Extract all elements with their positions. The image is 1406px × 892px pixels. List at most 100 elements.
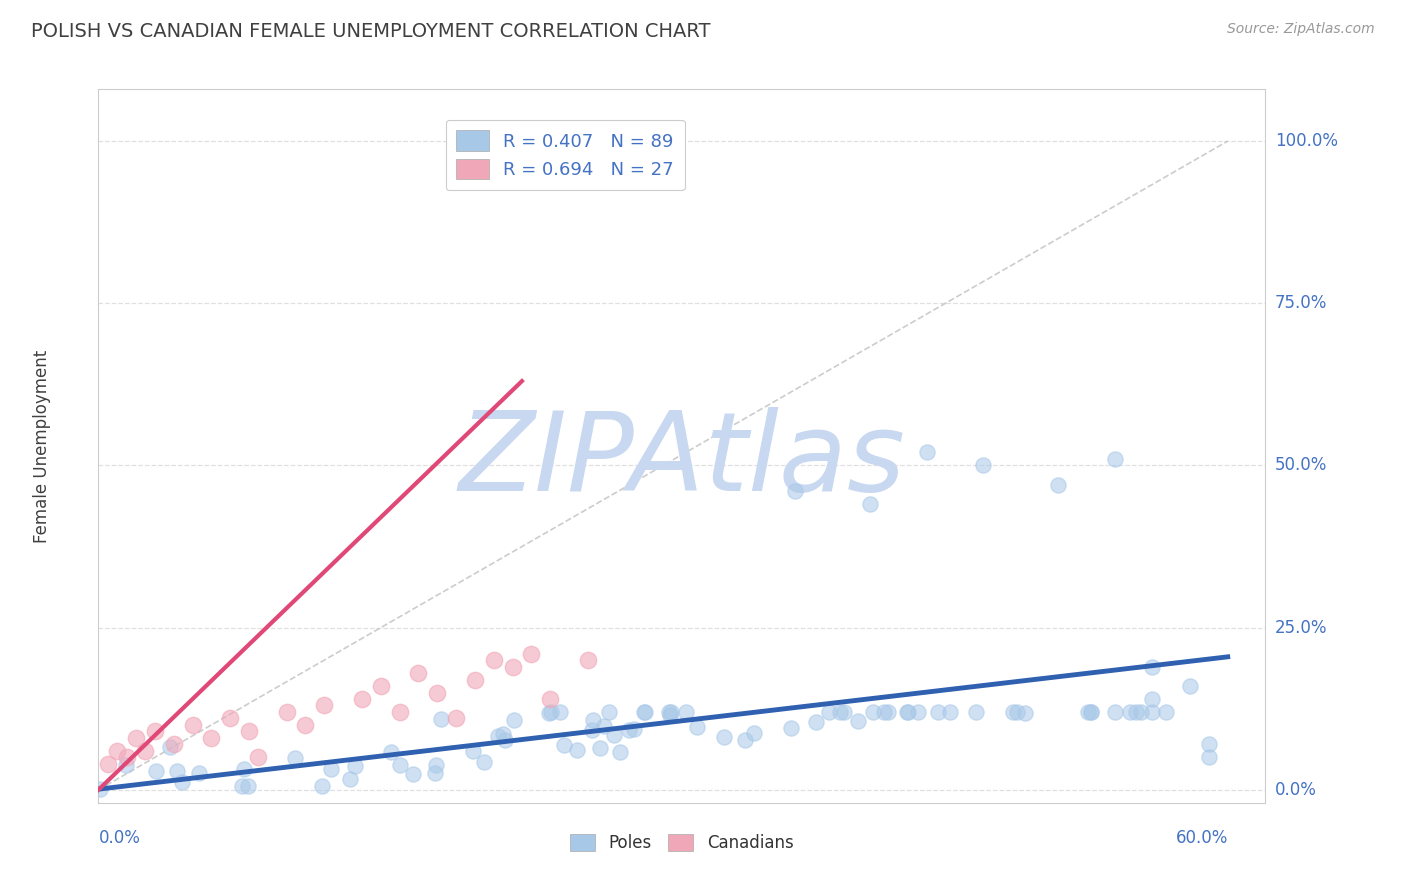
Text: POLISH VS CANADIAN FEMALE UNEMPLOYMENT CORRELATION CHART: POLISH VS CANADIAN FEMALE UNEMPLOYMENT C… (31, 22, 710, 41)
Point (828, 705, 851, 719)
Point (581, 723, 603, 738)
Text: 25.0%: 25.0% (1275, 619, 1327, 637)
Point (1140, 705, 1163, 719)
Point (848, 714, 870, 728)
Point (125, 731, 148, 745)
Point (553, 738, 575, 752)
Point (163, 738, 186, 752)
Point (219, 711, 242, 725)
Point (97, 756, 120, 771)
Text: ZIPAtlas: ZIPAtlas (458, 407, 905, 514)
Point (1198, 750, 1220, 764)
Point (686, 719, 709, 733)
Point (896, 705, 918, 719)
Text: Female Unemployment: Female Unemployment (34, 350, 52, 542)
Point (609, 745, 631, 759)
Point (565, 743, 588, 757)
Text: Source: ZipAtlas.com: Source: ZipAtlas.com (1227, 22, 1375, 37)
Point (675, 705, 697, 719)
Point (1077, 705, 1099, 719)
Point (634, 705, 657, 719)
Point (1119, 705, 1142, 719)
Point (1047, 478, 1070, 492)
Point (907, 705, 929, 719)
Point (463, 744, 485, 758)
Point (408, 666, 430, 681)
Point (1125, 705, 1147, 719)
Point (576, 653, 599, 667)
Point (276, 705, 298, 719)
Point (1104, 452, 1126, 467)
Point (617, 723, 640, 737)
Point (780, 721, 803, 735)
Point (503, 713, 526, 727)
Point (143, 724, 166, 739)
Point (548, 705, 571, 719)
Point (873, 705, 896, 719)
Point (105, 744, 128, 758)
Point (350, 692, 373, 706)
Point (426, 685, 449, 699)
Point (1080, 705, 1102, 719)
Legend: Poles, Canadians: Poles, Canadians (564, 827, 800, 859)
Point (472, 755, 495, 769)
Point (1130, 705, 1153, 719)
Point (832, 705, 855, 719)
Point (538, 692, 561, 706)
Point (388, 757, 411, 772)
Point (1142, 659, 1164, 673)
Point (430, 712, 453, 726)
Point (965, 705, 987, 719)
Point (134, 744, 156, 758)
Point (592, 719, 614, 733)
Point (402, 767, 425, 781)
Point (877, 705, 900, 719)
Point (314, 698, 336, 713)
Point (1198, 738, 1220, 752)
Point (425, 757, 447, 772)
Point (344, 759, 367, 773)
Point (145, 764, 167, 779)
Point (231, 779, 253, 793)
Point (540, 705, 562, 719)
Point (915, 445, 938, 459)
Point (713, 730, 735, 744)
Point (658, 708, 681, 723)
Point (734, 733, 756, 747)
Point (742, 726, 765, 740)
Point (114, 757, 136, 772)
Point (859, 497, 882, 511)
Text: 50.0%: 50.0% (1275, 457, 1327, 475)
Point (115, 750, 138, 764)
Point (1014, 706, 1036, 720)
Point (284, 751, 307, 765)
Point (339, 772, 361, 787)
Text: 0.0%: 0.0% (98, 829, 141, 847)
Point (804, 714, 827, 729)
Point (388, 705, 411, 719)
Point (494, 733, 516, 747)
Point (166, 764, 188, 778)
Point (862, 705, 884, 719)
Point (817, 705, 839, 719)
Point (502, 659, 524, 673)
Point (939, 705, 962, 719)
Point (1104, 705, 1126, 719)
Point (321, 762, 343, 776)
Point (492, 727, 515, 741)
Point (582, 713, 605, 727)
Point (927, 705, 949, 719)
Point (159, 739, 181, 754)
Point (623, 723, 645, 737)
Point (658, 705, 681, 719)
Point (1002, 705, 1025, 719)
Point (294, 718, 316, 732)
Point (232, 762, 254, 776)
Point (486, 730, 509, 744)
Text: 75.0%: 75.0% (1275, 294, 1327, 312)
Point (520, 647, 543, 661)
Point (482, 653, 505, 667)
Point (633, 705, 655, 719)
Point (247, 750, 270, 764)
Point (588, 740, 610, 755)
